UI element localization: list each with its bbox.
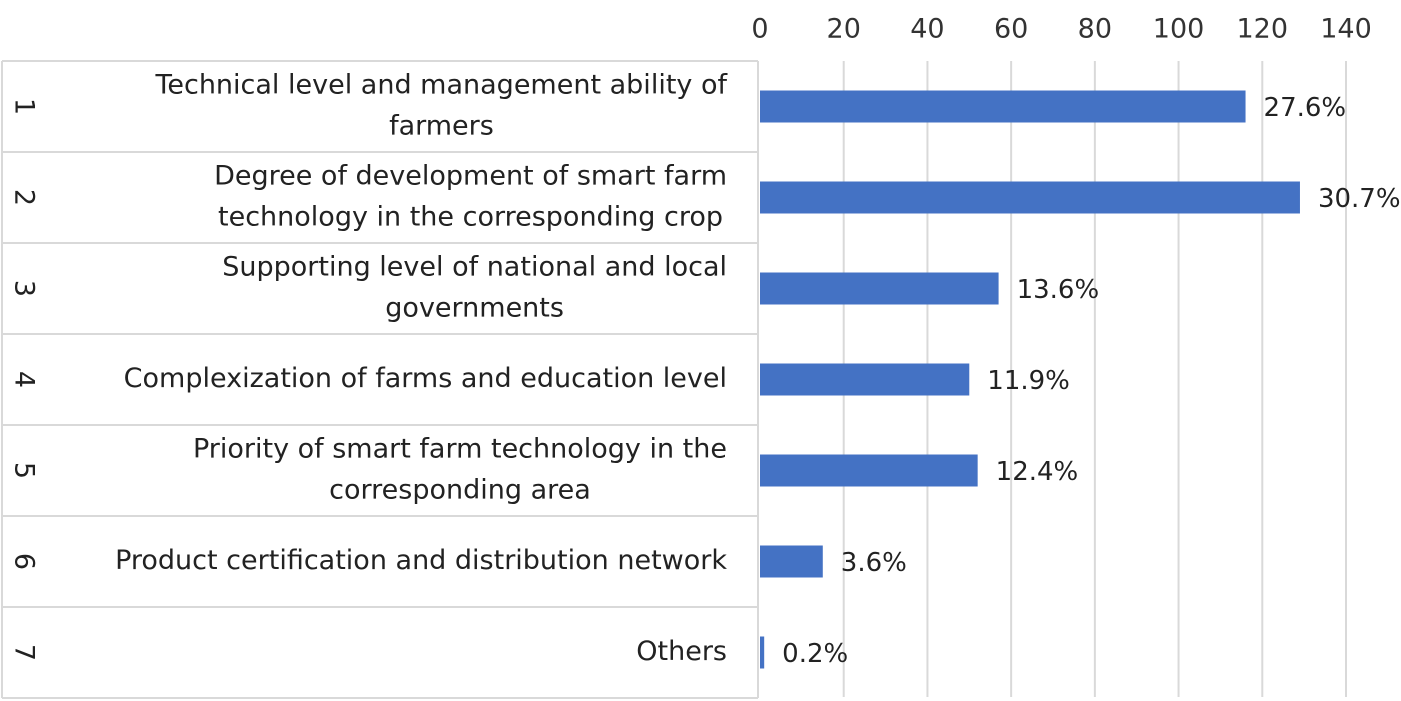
category-label: Supporting level of national and local [222, 252, 727, 283]
category-label: Priority of smart farm technology in the [193, 434, 727, 465]
bar [760, 272, 999, 305]
bar-value-label: 27.6% [1264, 93, 1347, 123]
category-label: corresponding area [329, 475, 591, 506]
bar-value-label: 13.6% [1017, 275, 1100, 305]
x-tick-label: 140 [1320, 14, 1372, 45]
x-tick-label: 100 [1153, 14, 1205, 45]
bar [760, 454, 978, 487]
row-number: 6 [9, 553, 40, 570]
category-label: Others [636, 636, 727, 667]
data-labels: 27.6% 30.7% 13.6% 11.9% 12.4% 3.6% 0.2% [782, 93, 1400, 669]
row-number: 1 [9, 98, 40, 115]
bar [760, 636, 765, 669]
x-tick-label: 0 [751, 14, 768, 45]
category-label: governments [385, 293, 564, 324]
category-label: Technical level and management ability o… [154, 70, 728, 101]
bar-value-label: 12.4% [996, 457, 1079, 487]
bars [760, 90, 1300, 669]
bar [760, 90, 1246, 123]
category-label: Degree of development of smart farm [214, 161, 727, 192]
category-label: farmers [389, 111, 494, 142]
row-number: 4 [9, 371, 40, 388]
x-axis-ticks: 0 20 40 60 80 100 120 140 [751, 14, 1371, 45]
bar-value-label: 30.7% [1318, 184, 1401, 214]
row-number: 2 [9, 189, 40, 206]
x-tick-label: 80 [1078, 14, 1112, 45]
row-number: 7 [9, 644, 40, 661]
bar [760, 181, 1300, 214]
x-tick-label: 120 [1237, 14, 1289, 45]
row-number: 3 [9, 280, 40, 297]
row-number: 5 [9, 462, 40, 479]
bar-value-label: 0.2% [782, 639, 848, 669]
category-label: Product certification and distribution n… [115, 545, 727, 576]
bar [760, 545, 823, 578]
x-tick-label: 60 [994, 14, 1028, 45]
grid-lines [842, 61, 1347, 697]
bar-value-label: 3.6% [841, 548, 907, 578]
x-tick-label: 20 [827, 14, 861, 45]
category-table: 1 Technical level and management ability … [1, 60, 759, 699]
bar-value-label: 11.9% [987, 366, 1070, 396]
category-label: technology in the corresponding crop [218, 202, 723, 233]
bar [760, 363, 970, 396]
x-tick-label: 40 [910, 14, 944, 45]
category-label: Complexization of farms and education le… [124, 363, 727, 394]
